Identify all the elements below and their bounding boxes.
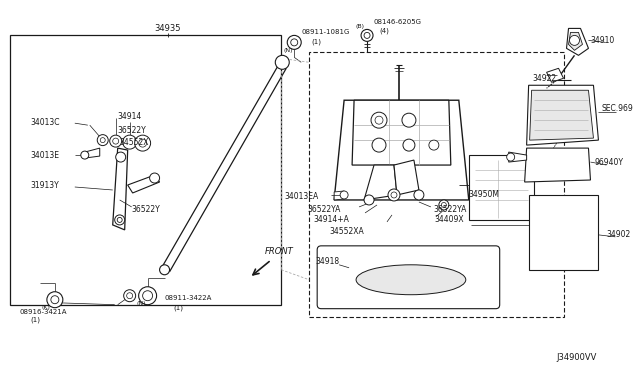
Polygon shape bbox=[568, 32, 582, 50]
Text: (4): (4) bbox=[379, 27, 389, 33]
Bar bbox=[468, 155, 534, 220]
Circle shape bbox=[287, 35, 301, 49]
Text: SEC.969: SEC.969 bbox=[602, 104, 633, 113]
Polygon shape bbox=[530, 90, 593, 140]
Circle shape bbox=[134, 135, 150, 151]
Bar bbox=[309, 52, 564, 317]
Polygon shape bbox=[547, 68, 564, 82]
Text: (N): (N) bbox=[137, 301, 146, 306]
Polygon shape bbox=[113, 148, 127, 230]
Text: (1): (1) bbox=[311, 38, 321, 45]
Text: 34950M: 34950M bbox=[468, 190, 500, 199]
Circle shape bbox=[414, 190, 424, 200]
Circle shape bbox=[291, 39, 298, 46]
Polygon shape bbox=[509, 152, 527, 162]
Circle shape bbox=[127, 293, 132, 299]
Text: (N): (N) bbox=[284, 48, 292, 53]
Text: 34922: 34922 bbox=[532, 74, 557, 83]
Polygon shape bbox=[525, 148, 591, 182]
Text: (1): (1) bbox=[173, 304, 184, 311]
Bar bbox=[10, 35, 281, 305]
Circle shape bbox=[159, 265, 170, 275]
Text: 08911-3422A: 08911-3422A bbox=[164, 295, 212, 301]
Circle shape bbox=[372, 138, 386, 152]
Polygon shape bbox=[364, 165, 397, 200]
Circle shape bbox=[364, 32, 370, 38]
Circle shape bbox=[47, 292, 63, 308]
Polygon shape bbox=[352, 100, 451, 165]
Polygon shape bbox=[84, 148, 100, 158]
Text: 34910: 34910 bbox=[591, 36, 614, 45]
Circle shape bbox=[375, 116, 383, 124]
Circle shape bbox=[97, 135, 108, 145]
Text: 34013C: 34013C bbox=[30, 118, 60, 126]
Circle shape bbox=[442, 202, 446, 208]
Circle shape bbox=[429, 140, 439, 150]
Circle shape bbox=[340, 191, 348, 199]
FancyBboxPatch shape bbox=[317, 246, 500, 309]
Polygon shape bbox=[127, 175, 159, 193]
Circle shape bbox=[403, 139, 415, 151]
Text: 34914+A: 34914+A bbox=[313, 215, 349, 224]
Circle shape bbox=[439, 200, 449, 210]
Polygon shape bbox=[334, 191, 344, 200]
Text: 34552X: 34552X bbox=[120, 138, 149, 147]
Text: (K): (K) bbox=[42, 305, 51, 310]
Text: 34914: 34914 bbox=[118, 112, 142, 121]
Text: 34013E: 34013E bbox=[30, 151, 59, 160]
Text: 34552XA: 34552XA bbox=[329, 227, 364, 236]
Circle shape bbox=[116, 152, 125, 162]
Circle shape bbox=[113, 138, 118, 144]
Circle shape bbox=[507, 153, 515, 161]
Circle shape bbox=[364, 195, 374, 205]
Circle shape bbox=[371, 112, 387, 128]
Text: 08911-1081G: 08911-1081G bbox=[301, 29, 349, 35]
Circle shape bbox=[81, 151, 89, 159]
Circle shape bbox=[388, 189, 400, 201]
Circle shape bbox=[100, 138, 105, 142]
Circle shape bbox=[143, 291, 152, 301]
Text: (1): (1) bbox=[30, 317, 40, 323]
Circle shape bbox=[109, 135, 122, 147]
Circle shape bbox=[117, 217, 122, 222]
Text: 34935: 34935 bbox=[154, 24, 181, 33]
Ellipse shape bbox=[356, 265, 466, 295]
Polygon shape bbox=[394, 160, 419, 195]
Circle shape bbox=[139, 287, 157, 305]
Circle shape bbox=[51, 296, 59, 304]
Text: 08146-6205G: 08146-6205G bbox=[373, 19, 421, 25]
Text: 08916-3421A: 08916-3421A bbox=[20, 309, 67, 315]
Polygon shape bbox=[527, 85, 598, 145]
Circle shape bbox=[124, 290, 136, 302]
Text: 36522YA: 36522YA bbox=[434, 205, 467, 214]
Text: 34409X: 34409X bbox=[435, 215, 465, 224]
Text: 36522Y: 36522Y bbox=[118, 126, 147, 135]
Circle shape bbox=[402, 113, 416, 127]
Text: 96940Y: 96940Y bbox=[595, 158, 623, 167]
Text: FRONT: FRONT bbox=[264, 247, 293, 256]
Text: 36522Y: 36522Y bbox=[132, 205, 161, 214]
Circle shape bbox=[391, 192, 397, 198]
Circle shape bbox=[361, 29, 373, 41]
Circle shape bbox=[123, 135, 137, 149]
Text: 34918: 34918 bbox=[315, 257, 339, 266]
Text: 34902: 34902 bbox=[607, 230, 630, 239]
Text: 31913Y: 31913Y bbox=[30, 180, 59, 189]
Circle shape bbox=[570, 35, 579, 45]
Circle shape bbox=[275, 55, 289, 69]
Circle shape bbox=[139, 139, 147, 147]
Text: J34900VV: J34900VV bbox=[556, 353, 596, 362]
Circle shape bbox=[115, 215, 125, 225]
Polygon shape bbox=[334, 100, 468, 200]
Circle shape bbox=[150, 173, 159, 183]
Polygon shape bbox=[566, 28, 588, 55]
Bar bbox=[529, 195, 598, 270]
Text: 34013EA: 34013EA bbox=[284, 192, 319, 202]
Text: 36522YA: 36522YA bbox=[307, 205, 340, 214]
Text: (B): (B) bbox=[355, 24, 364, 29]
